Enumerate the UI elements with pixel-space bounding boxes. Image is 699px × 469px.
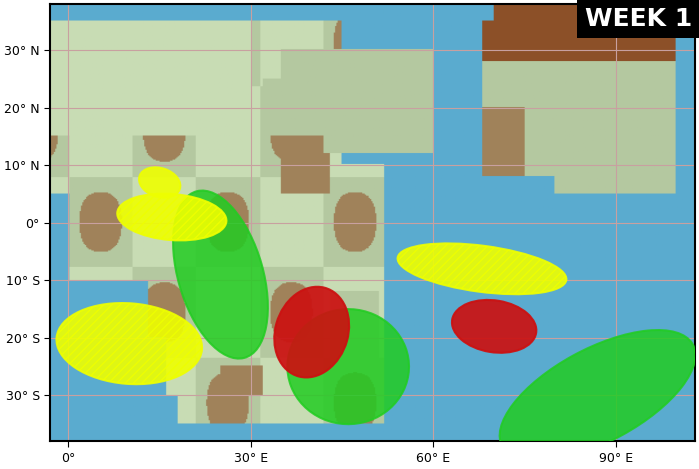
Ellipse shape [139, 167, 180, 198]
Text: WEEK 1: WEEK 1 [585, 7, 692, 31]
Ellipse shape [452, 300, 536, 353]
Ellipse shape [287, 309, 409, 424]
Ellipse shape [117, 194, 226, 241]
Ellipse shape [57, 303, 202, 384]
Ellipse shape [274, 287, 349, 378]
Ellipse shape [173, 190, 268, 359]
Ellipse shape [398, 243, 566, 294]
Ellipse shape [500, 330, 696, 461]
